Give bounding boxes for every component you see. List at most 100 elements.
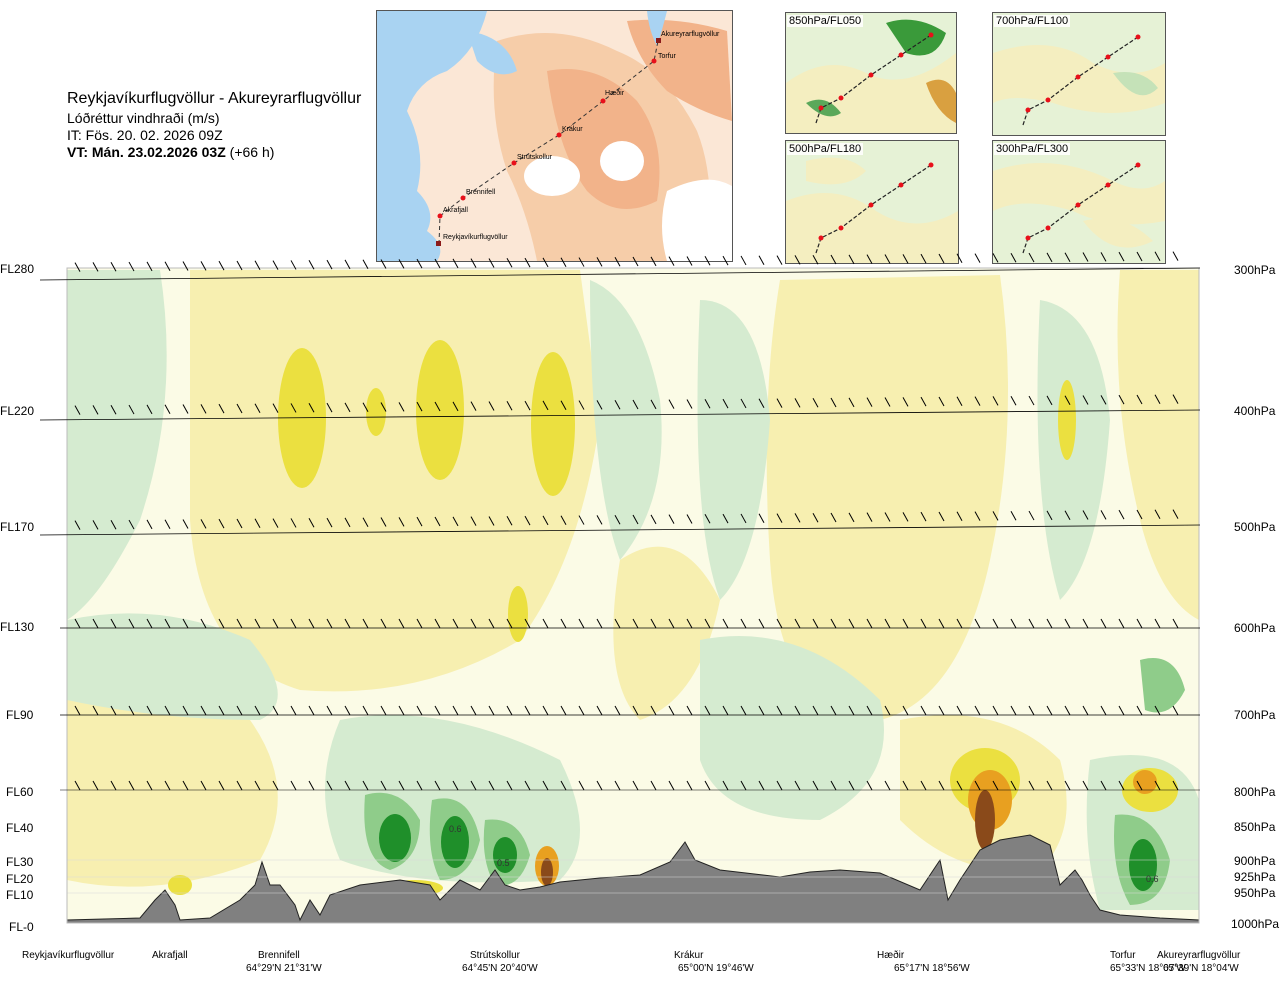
waypoint-name-brennifell: Brennifell — [258, 950, 300, 961]
wind-barb — [470, 618, 477, 629]
wind-barb — [740, 705, 747, 716]
wind-barb — [1082, 252, 1089, 262]
wind-barb — [200, 261, 207, 271]
wind-barb — [290, 705, 297, 716]
hpa-label-900: 900hPa — [1234, 854, 1276, 868]
wind-barb — [632, 780, 639, 791]
wind-barb — [992, 618, 999, 629]
wind-barb — [704, 618, 711, 629]
wind-barb — [1118, 509, 1125, 520]
wind-barb — [272, 403, 279, 413]
level-panel-700: 700hPa/FL100 — [992, 12, 1166, 136]
level-panel-850: 850hPa/FL050 — [785, 12, 957, 134]
wind-barb — [308, 260, 315, 270]
wind-barb — [1028, 705, 1035, 716]
wind-barb — [1100, 618, 1107, 629]
wind-barb — [524, 618, 531, 629]
wind-barb — [218, 618, 225, 629]
wind-barb — [1154, 251, 1161, 262]
wind-barb — [128, 261, 135, 272]
wind-barb — [992, 396, 999, 406]
wind-barb — [902, 780, 909, 791]
wind-barb — [1046, 510, 1053, 521]
wind-barb — [524, 705, 531, 716]
waypoint-coord-torfur: 65°33'N 18°07'W — [1110, 963, 1186, 974]
wind-barb — [398, 705, 405, 716]
wind-barb — [236, 260, 243, 271]
wind-barb — [920, 253, 927, 264]
wind-barb — [1100, 780, 1107, 791]
wind-barb — [470, 705, 477, 716]
wind-barb — [578, 618, 585, 629]
wind-barb — [1064, 705, 1071, 716]
wind-barb — [686, 399, 693, 409]
wind-barb — [884, 397, 891, 407]
wind-barb — [452, 401, 459, 412]
wind-barb — [92, 405, 99, 415]
waypoint-name-haedir: Hæðir — [877, 950, 905, 961]
wind-barb — [488, 618, 495, 629]
wind-barb — [218, 518, 225, 529]
wind-barb — [164, 261, 171, 271]
wind-barb — [1172, 705, 1179, 716]
wind-barb — [1136, 618, 1143, 629]
wind-barb — [1064, 395, 1071, 405]
wind-barb — [1082, 705, 1089, 716]
wind-barb — [578, 515, 585, 525]
map-label-akureyri: Akureyrarflugvöllur — [661, 31, 720, 38]
wind-barb — [758, 705, 765, 716]
wind-barb — [866, 254, 873, 264]
map-label-torfur: Torfur — [658, 53, 677, 60]
wind-barb — [812, 618, 819, 629]
wind-barb — [830, 254, 837, 265]
wind-barb — [128, 404, 135, 415]
chart-title: Reykjavíkurflugvöllur - Akureyrarflugvöl… — [67, 90, 362, 107]
wind-barb — [434, 258, 441, 269]
hpa-label-800: 800hPa — [1234, 785, 1276, 799]
wind-barb — [650, 780, 657, 791]
wind-barb — [866, 397, 873, 407]
waypoint-coord-akureyri: 65°39'N 18°04'W — [1163, 963, 1239, 974]
wind-barb — [974, 253, 981, 263]
wind-barb — [344, 618, 351, 629]
fl-label-10: FL10 — [6, 888, 34, 902]
wind-barb — [1064, 618, 1071, 629]
wind-barb — [740, 618, 747, 629]
wind-barb — [938, 705, 945, 716]
wind-barb — [272, 780, 279, 791]
wind-barb — [236, 518, 243, 529]
level-panel-500: 500hPa/FL180 — [785, 140, 959, 264]
wind-barb — [1172, 618, 1179, 629]
wind-barb — [254, 705, 261, 716]
wind-barb — [236, 618, 243, 629]
wind-barb — [128, 780, 135, 791]
wind-barb — [488, 401, 495, 411]
wind-barb — [1028, 395, 1035, 406]
wind-barb — [1010, 395, 1017, 406]
wind-barb — [1046, 395, 1053, 406]
wind-barb — [362, 618, 369, 629]
wind-barb — [1172, 394, 1179, 404]
wind-barb — [236, 705, 243, 716]
wind-barb — [902, 512, 909, 522]
wind-barb — [416, 258, 423, 269]
wind-barb — [74, 618, 81, 629]
wind-barb — [812, 512, 819, 523]
level-panel-850-svg — [786, 13, 956, 133]
wind-barb — [902, 705, 909, 716]
wind-barb — [686, 618, 693, 629]
wind-barb — [560, 780, 567, 791]
wind-barb — [1136, 780, 1143, 791]
wind-barb — [596, 780, 603, 791]
wind-barb — [110, 404, 117, 415]
wind-barb — [506, 780, 513, 791]
level-panel-300-svg — [993, 141, 1165, 263]
wind-barb — [452, 516, 459, 527]
wind-barb — [812, 254, 819, 265]
wind-barb — [92, 262, 99, 272]
waypoint-coord-haedir: 65°17'N 18°56'W — [894, 963, 970, 974]
map-label-brennifell: Brennifell — [466, 189, 496, 196]
wind-barb — [632, 514, 639, 525]
wind-barb — [146, 705, 153, 716]
wind-barb — [218, 403, 225, 414]
